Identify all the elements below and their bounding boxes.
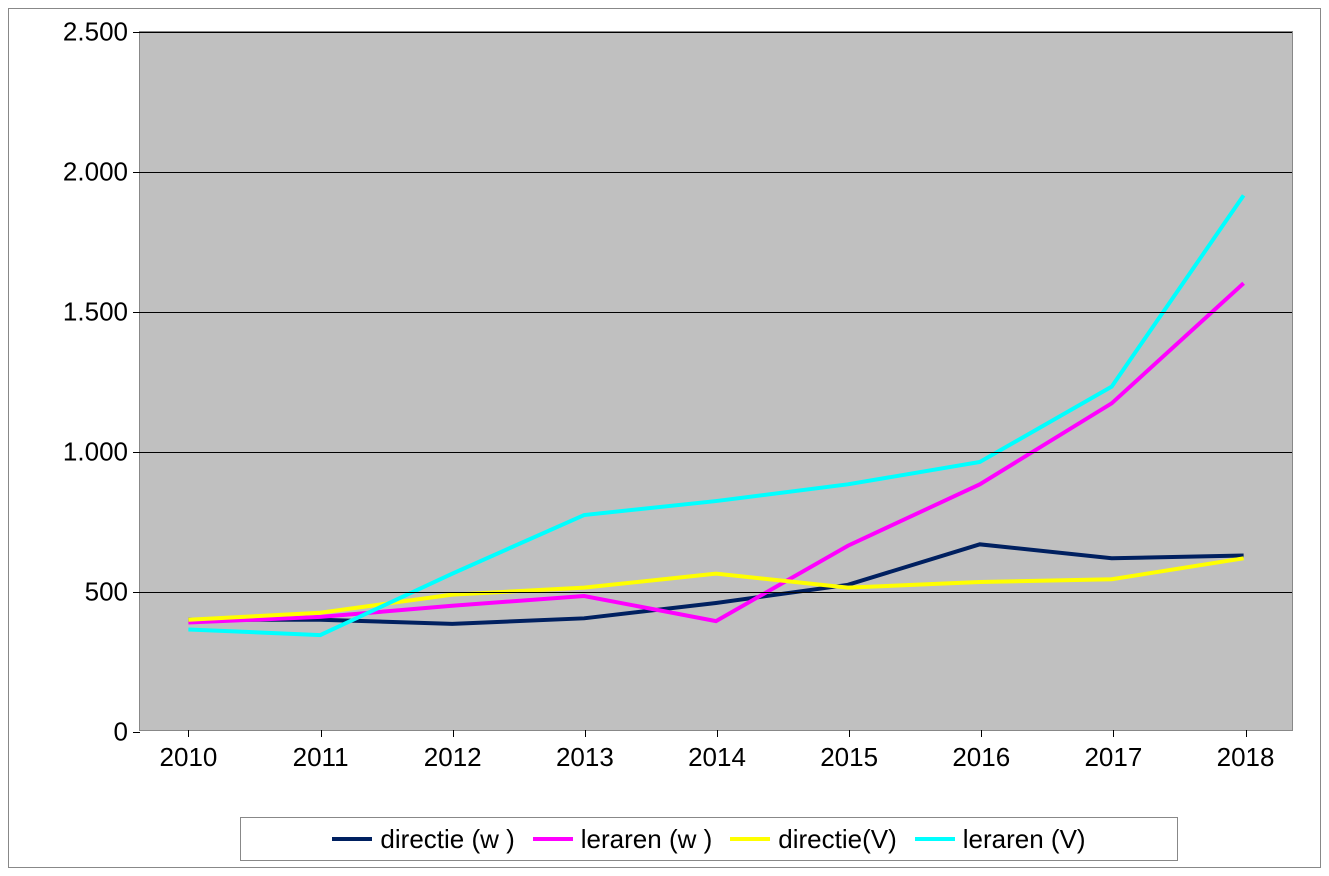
legend-swatch [533,837,573,841]
y-axis-label: 1.000 [63,437,128,468]
chart-plot-area: 05001.0001.5002.0002.5002010201120122013… [139,31,1293,731]
legend-label: directie(V) [778,824,896,855]
x-tick-mark [981,730,982,737]
legend-label: directie (w ) [380,824,514,855]
x-axis-label: 2013 [556,742,614,773]
series-line [188,195,1243,635]
legend-item: leraren (V) [915,824,1086,855]
gridline [140,172,1292,173]
x-axis-label: 2014 [688,742,746,773]
y-tick-mark [133,732,140,733]
x-axis-label: 2017 [1084,742,1142,773]
legend-label: leraren (V) [963,824,1086,855]
x-tick-mark [585,730,586,737]
x-axis-label: 2011 [293,742,349,773]
x-tick-mark [1246,730,1247,737]
x-axis-label: 2018 [1217,742,1275,773]
x-tick-mark [453,730,454,737]
gridline [140,452,1292,453]
gridline [140,592,1292,593]
y-tick-mark [133,592,140,593]
legend-swatch [730,837,770,841]
legend-swatch [915,837,955,841]
series-line [188,558,1243,619]
y-axis-label: 500 [85,577,128,608]
y-tick-mark [133,32,140,33]
chart-lines [140,32,1292,730]
gridline [140,312,1292,313]
x-tick-mark [849,730,850,737]
x-tick-mark [717,730,718,737]
x-axis-label: 2015 [820,742,878,773]
legend-item: leraren (w ) [533,824,712,855]
x-tick-mark [1113,730,1114,737]
x-tick-mark [321,730,322,737]
chart-container: 0 500 1.000 1.500 2.000 2.500 2010 2011 2012 2013… [8,8,1321,868]
x-axis-label: 2010 [160,742,218,773]
y-tick-mark [133,312,140,313]
y-axis-label: 2.500 [63,17,128,48]
legend-item: directie(V) [730,824,896,855]
legend-swatch [332,837,372,841]
x-axis-label: 2012 [424,742,482,773]
y-axis-label: 1.500 [63,297,128,328]
x-tick-mark [188,730,189,737]
series-line [188,544,1243,624]
y-axis-label: 0 [114,717,128,748]
x-axis-label: 2016 [952,742,1010,773]
y-tick-mark [133,172,140,173]
y-axis-label: 2.000 [63,157,128,188]
y-tick-mark [133,452,140,453]
legend-label: leraren (w ) [581,824,712,855]
legend-item: directie (w ) [332,824,514,855]
chart-legend: directie (w ) leraren (w ) directie(V) lera… [240,817,1178,861]
gridline [140,32,1292,33]
